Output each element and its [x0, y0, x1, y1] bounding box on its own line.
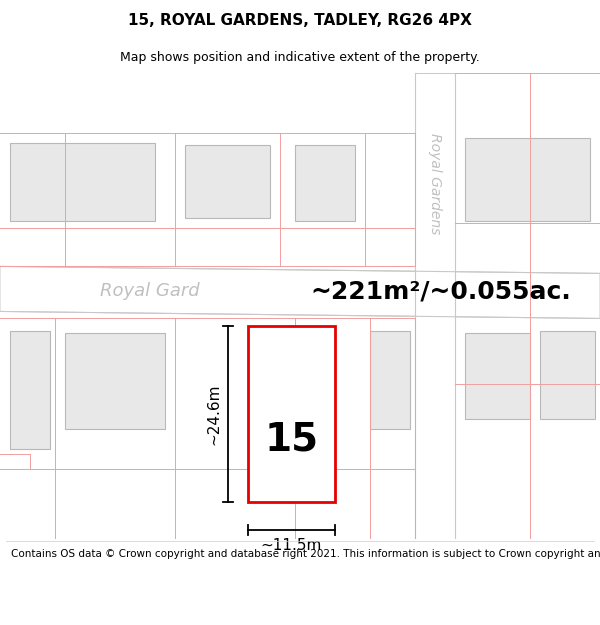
Polygon shape: [65, 334, 165, 429]
Text: 15: 15: [265, 420, 319, 458]
Polygon shape: [465, 334, 530, 419]
Polygon shape: [540, 331, 595, 419]
Polygon shape: [185, 145, 270, 218]
Polygon shape: [465, 138, 590, 221]
Text: Royal Gardens: Royal Gardens: [428, 132, 442, 234]
Polygon shape: [0, 266, 600, 319]
Text: 15, ROYAL GARDENS, TADLEY, RG26 4PX: 15, ROYAL GARDENS, TADLEY, RG26 4PX: [128, 13, 472, 28]
Polygon shape: [10, 331, 50, 449]
Text: ~221m²/~0.055ac.: ~221m²/~0.055ac.: [310, 279, 571, 303]
Polygon shape: [415, 73, 455, 539]
Polygon shape: [256, 331, 327, 412]
Text: Royal Gard: Royal Gard: [100, 282, 200, 301]
Polygon shape: [295, 145, 355, 221]
Text: Contains OS data © Crown copyright and database right 2021. This information is : Contains OS data © Crown copyright and d…: [11, 549, 600, 559]
Text: ~11.5m: ~11.5m: [261, 538, 322, 553]
Text: ~24.6m: ~24.6m: [206, 383, 221, 445]
Polygon shape: [248, 326, 335, 502]
Polygon shape: [10, 143, 155, 221]
Polygon shape: [370, 331, 410, 429]
Text: Map shows position and indicative extent of the property.: Map shows position and indicative extent…: [120, 51, 480, 64]
